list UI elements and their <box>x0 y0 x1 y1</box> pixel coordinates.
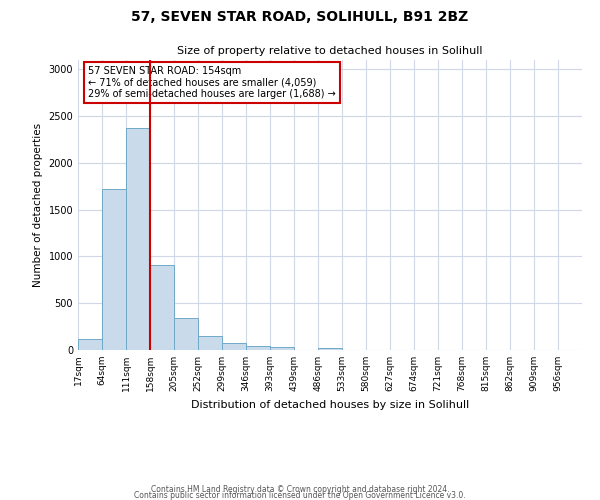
Bar <box>222 342 246 350</box>
Y-axis label: Number of detached properties: Number of detached properties <box>33 123 43 287</box>
Bar <box>150 265 174 350</box>
Bar <box>198 336 222 350</box>
Text: 57, SEVEN STAR ROAD, SOLIHULL, B91 2BZ: 57, SEVEN STAR ROAD, SOLIHULL, B91 2BZ <box>131 10 469 24</box>
Bar <box>246 346 270 350</box>
X-axis label: Distribution of detached houses by size in Solihull: Distribution of detached houses by size … <box>191 400 469 409</box>
Bar <box>174 318 198 350</box>
Title: Size of property relative to detached houses in Solihull: Size of property relative to detached ho… <box>177 46 483 56</box>
Bar <box>270 347 294 350</box>
Bar <box>102 189 126 350</box>
Bar <box>318 348 342 350</box>
Bar <box>126 128 150 350</box>
Bar <box>78 339 102 350</box>
Text: Contains HM Land Registry data © Crown copyright and database right 2024.: Contains HM Land Registry data © Crown c… <box>151 484 449 494</box>
Text: Contains public sector information licensed under the Open Government Licence v3: Contains public sector information licen… <box>134 490 466 500</box>
Text: 57 SEVEN STAR ROAD: 154sqm
← 71% of detached houses are smaller (4,059)
29% of s: 57 SEVEN STAR ROAD: 154sqm ← 71% of deta… <box>88 66 336 99</box>
